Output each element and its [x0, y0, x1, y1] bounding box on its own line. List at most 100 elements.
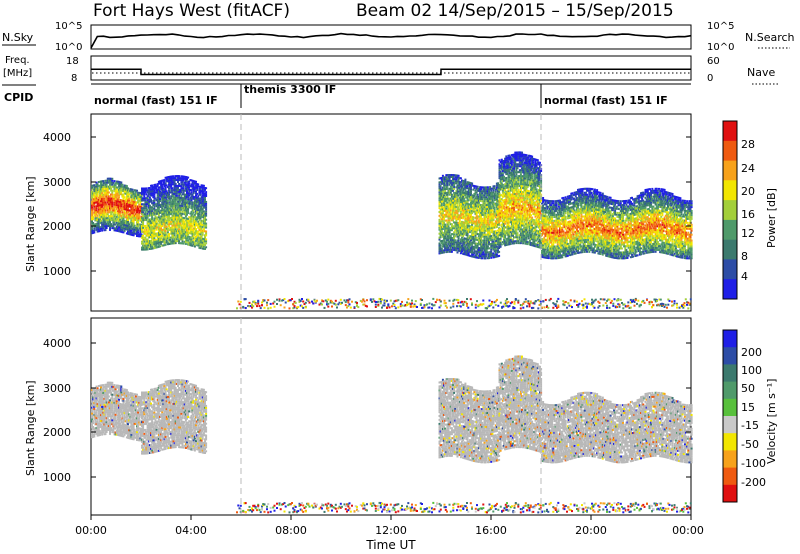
power-cell [183, 191, 185, 193]
power-cell [523, 235, 525, 237]
power-cell [133, 223, 135, 225]
power-cell [159, 198, 161, 200]
power-cell [502, 172, 504, 174]
power-cell [500, 238, 502, 240]
power-cell [490, 235, 492, 237]
power-cell [520, 242, 522, 244]
power-cell [177, 213, 179, 215]
power-cell [487, 222, 489, 224]
power-cell [455, 232, 457, 234]
power-cell [523, 221, 525, 223]
power-cell [517, 236, 519, 238]
power-cell [133, 213, 135, 215]
power-cell [509, 233, 511, 235]
power-cell [143, 229, 145, 231]
power-cell [191, 223, 193, 225]
power-cell [182, 213, 184, 215]
power-cell [168, 194, 170, 196]
power-cell [458, 240, 460, 242]
power-cell [523, 199, 525, 201]
power-cell [137, 221, 139, 223]
power-cell [493, 217, 495, 219]
power-cell [470, 190, 472, 192]
power-cell [173, 236, 175, 238]
power-cell [168, 225, 170, 227]
power-cell [114, 221, 116, 223]
power-cell [108, 182, 110, 184]
power-cell [150, 240, 152, 242]
power-cell [511, 188, 513, 190]
power-cell [204, 197, 206, 199]
power-cell [115, 184, 117, 186]
power-cell [460, 177, 462, 179]
power-cell [457, 252, 459, 254]
power-cell [111, 205, 113, 207]
power-cell [484, 232, 486, 234]
power-cell [488, 230, 490, 232]
power-cell [481, 218, 483, 220]
radar-summary-plot: Fort Hays West (fitACF) Beam 02 14/Sep/2… [0, 0, 800, 554]
power-cell [490, 257, 492, 259]
power-cell [106, 227, 108, 229]
power-cell [169, 207, 171, 209]
power-cell [480, 241, 482, 243]
power-cell [445, 214, 447, 216]
power-cell [512, 235, 514, 237]
power-cell [179, 223, 181, 225]
power-cell [510, 182, 512, 184]
power-cell [454, 208, 456, 210]
power-cell [109, 186, 111, 188]
power-cell [448, 206, 450, 208]
power-cell [446, 245, 448, 247]
power-cell [453, 233, 455, 235]
power-cell [205, 227, 207, 229]
power-cell [478, 257, 480, 259]
power-cell [138, 214, 140, 216]
power-cell [142, 235, 144, 237]
power-cell [453, 227, 455, 229]
power-cell [524, 178, 526, 180]
power-cell [511, 160, 513, 162]
power-cell [515, 205, 517, 207]
power-cell [196, 219, 198, 221]
power-cell [484, 238, 486, 240]
power-cell [205, 219, 207, 221]
power-cell [106, 196, 108, 198]
power-cell [176, 195, 178, 197]
power-cell [504, 235, 506, 237]
nsearch-tick-bottom: 10^0 [707, 42, 734, 53]
power-cell [481, 257, 483, 259]
power-cell [510, 231, 512, 233]
power-cell [109, 229, 111, 231]
power-cell [178, 217, 180, 219]
power-cell [188, 183, 190, 185]
power-cell [205, 203, 207, 205]
power-cell [441, 193, 443, 195]
power-cell [488, 241, 490, 243]
power-cell [471, 226, 473, 228]
power-cell [142, 243, 144, 245]
power-cell [459, 220, 461, 222]
power-cell [522, 233, 524, 235]
power-cell [137, 219, 139, 221]
power-cell [521, 161, 523, 163]
power-cell [486, 196, 488, 198]
power-cell [147, 239, 149, 241]
power-cell [110, 213, 112, 215]
power-cell [455, 178, 457, 180]
power-cell [490, 190, 492, 192]
power-cell [119, 213, 121, 215]
power-cell [467, 234, 469, 236]
power-cell [446, 188, 448, 190]
power-cell [106, 215, 108, 217]
power-cell [487, 251, 489, 253]
power-cell [108, 197, 110, 199]
power-cell [165, 187, 167, 189]
power-cell [485, 212, 487, 214]
power-cell [167, 200, 169, 202]
power-cell [454, 214, 456, 216]
power-cell [440, 223, 442, 225]
power-cell [458, 238, 460, 240]
power-cell [177, 187, 179, 189]
power-cell [450, 198, 452, 200]
